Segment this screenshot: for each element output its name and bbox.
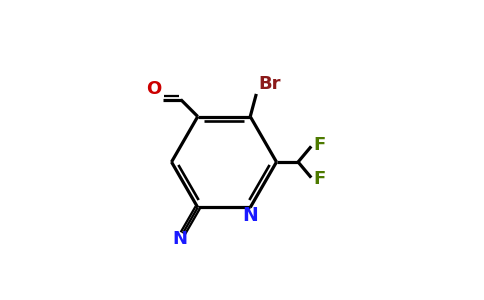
Text: Br: Br (258, 75, 281, 93)
Text: N: N (242, 206, 258, 225)
Text: F: F (314, 136, 326, 154)
Text: F: F (314, 169, 326, 188)
Text: O: O (146, 80, 161, 98)
Text: N: N (172, 230, 187, 247)
